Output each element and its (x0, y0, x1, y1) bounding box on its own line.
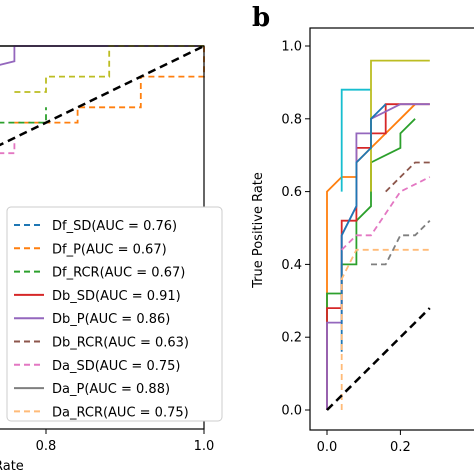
legend-entry: Da_SD(AUC = 0.75) (52, 359, 180, 374)
panel-b-y-tick-label: 1.0 (281, 40, 302, 55)
legend-entry: Da_RCR(AUC = 0.75) (52, 405, 189, 420)
panel-a-legend: Df_SD(AUC = 0.76) Df_P(AUC = 0.67) Df_RCR(… (6, 206, 223, 422)
panel-b-plot-lines (326, 59, 431, 411)
panel-b-roc-curve-9 (341, 176, 431, 251)
panel-b-x-tick-label: 0.2 (390, 440, 411, 455)
panel-a-x-tick-label: 0.8 (36, 439, 57, 454)
legend-entry: Db_P(AUC = 0.86) (52, 312, 170, 327)
panel-a-roc-curve-4 (0, 107, 47, 124)
legend-entry: Db_RCR(AUC = 0.63) (52, 336, 189, 351)
panel-b-roc-curve-6 (340, 103, 387, 352)
legend-entry: Df_RCR(AUC = 0.67) (52, 266, 185, 281)
panel-b-letter: b (252, 3, 270, 33)
panel-b-y-tick-label: 0.4 (281, 258, 302, 273)
panel-b-y-tick-label: 0.8 (281, 112, 302, 127)
panel-a-legend-box (6, 206, 223, 422)
panel-b-roc-curve-7 (340, 248, 430, 410)
panel-b-ticks: 0.0 0.2 0.4 0.6 0.8 1.0 0.0 0.2 (281, 40, 410, 456)
legend-entry: Df_SD(AUC = 0.76) (52, 219, 177, 234)
panel-a-roc-curve-3 (14, 45, 204, 93)
legend-entry: Df_P(AUC = 0.67) (52, 242, 167, 257)
panel-b-y-tick-label: 0.6 (281, 185, 302, 200)
panel-a-roc-curve-1 (0, 45, 204, 66)
panel-b-roc-curve-10 (385, 161, 430, 193)
legend-entry: Da_P(AUC = 0.88) (52, 382, 170, 397)
panel-b-chance-line (326, 307, 431, 411)
panel-b-roc-curve-4 (340, 88, 371, 192)
panel-a-x-ticks: 0.60.81.0 (36, 429, 215, 454)
panel-a-roc-plot: 0.60.81.0 Rate Df_SD(AUC = 0.76)Df_P(AUC… (0, 44, 223, 474)
panel-b-x-tick-label: 0.0 (317, 440, 338, 455)
panel-a-x-tick-label: 1.0 (194, 439, 215, 454)
panel-b-y-axis-label: True Positive Rate (251, 172, 266, 289)
panel-a-chance-line (0, 44, 205, 147)
legend-entry: Db_SD(AUC = 0.91) (52, 289, 181, 304)
panel-b-y-tick-label: 0.2 (281, 331, 302, 346)
panel-b-roc-curve-8 (371, 220, 431, 266)
panel-a-x-axis-label: Rate (0, 459, 24, 474)
panel-a-roc-curve-2 (14, 46, 205, 124)
panel-b-axes-frame (309, 27, 474, 431)
panel-b-roc-plot: b 0.0 0.2 0.4 0.6 0.8 1.0 0.0 0.2 True Positive… (251, 3, 474, 455)
panel-b-y-tick-label: 0.0 (281, 404, 302, 419)
panel-b-roc-curve-5 (370, 59, 430, 192)
